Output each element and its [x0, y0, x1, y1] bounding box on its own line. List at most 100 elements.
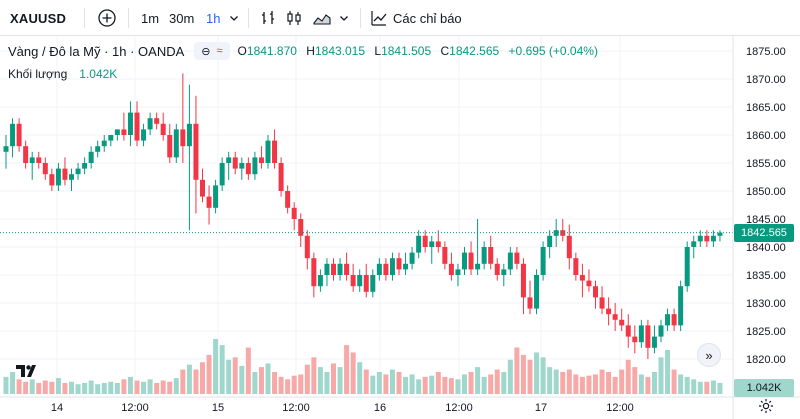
- compare-icon[interactable]: ≈: [214, 45, 226, 57]
- volume-bar: [128, 377, 133, 394]
- candle-body: [23, 146, 28, 163]
- scroll-to-realtime-button[interactable]: »: [697, 343, 721, 367]
- candle-body: [17, 124, 22, 146]
- volume-bar: [108, 382, 113, 394]
- chart-grid: [0, 36, 733, 397]
- candle-body: [691, 241, 696, 247]
- indicators-button[interactable]: Các chỉ báo: [370, 0, 462, 36]
- volume-bar: [449, 378, 454, 394]
- volume-bar: [246, 348, 251, 394]
- interval-1h[interactable]: 1h: [206, 0, 220, 36]
- volume-bar: [49, 382, 54, 394]
- chevron-down-icon[interactable]: [228, 0, 240, 36]
- interval-30m[interactable]: 30m: [169, 0, 194, 36]
- candle-body: [547, 236, 552, 247]
- candle-body: [89, 152, 94, 163]
- toolbar-divider: [360, 8, 361, 28]
- indicators-icon: [370, 9, 388, 27]
- volume-bar: [534, 352, 539, 394]
- chevron-down-icon[interactable]: [338, 0, 350, 36]
- volume-bar: [324, 372, 329, 394]
- candle-body: [606, 309, 611, 315]
- bar-chart-type-icon[interactable]: [259, 0, 277, 36]
- candle-body: [383, 264, 388, 275]
- ohlc-values: O1841.870 H1843.015 L1841.505 C1842.565 …: [238, 44, 604, 58]
- candle-body: [108, 135, 113, 141]
- tradingview-logo[interactable]: [15, 363, 41, 384]
- price-tick-label: 1850.00: [746, 186, 786, 198]
- volume-bar: [626, 360, 631, 394]
- volume-bar: [318, 367, 323, 394]
- volume-bar: [528, 360, 533, 394]
- legend-pill[interactable]: ⊖ ≈: [194, 42, 229, 60]
- area-chart-type-icon[interactable]: [312, 0, 332, 36]
- volume-bar: [76, 384, 81, 394]
- candle-body: [436, 241, 441, 247]
- volume-bar: [600, 370, 605, 394]
- time-tick-label: 17: [535, 402, 547, 414]
- time-tick-label: 12:00: [445, 402, 473, 414]
- candle-body: [292, 208, 297, 219]
- candle-body: [469, 253, 474, 270]
- open-value: 1841.870: [247, 44, 297, 58]
- volume-bar: [645, 377, 650, 394]
- low-value: 1841.505: [381, 44, 431, 58]
- volume-bar: [180, 370, 185, 394]
- volume-bar: [292, 376, 297, 394]
- candle-body: [462, 253, 467, 270]
- volume-bar: [193, 370, 198, 394]
- gear-icon[interactable]: [758, 398, 774, 418]
- volume-bar: [436, 372, 441, 394]
- volume-bar: [102, 383, 107, 394]
- volume-bar: [377, 372, 382, 394]
- candle-chart-type-icon[interactable]: [285, 0, 303, 36]
- volume-label: Khối lượng: [8, 67, 67, 81]
- volume-value: 1.042K: [79, 67, 117, 81]
- volume-bar: [331, 363, 336, 394]
- volume-bar: [560, 372, 565, 394]
- close-value: 1842.565: [449, 44, 499, 58]
- volume-bar: [567, 370, 572, 394]
- volume-bar: [252, 372, 257, 394]
- candle-body: [115, 129, 120, 135]
- candle-body: [10, 124, 15, 146]
- candlesticks: [4, 73, 723, 359]
- candle-body: [266, 141, 271, 163]
- volume-bar: [4, 377, 9, 394]
- volume-bar: [338, 367, 343, 394]
- volume-bar: [226, 360, 231, 394]
- symbol-title[interactable]: Vàng / Đô la Mỹ · 1h · OANDA: [8, 44, 184, 59]
- plus-circle-icon[interactable]: [97, 0, 117, 36]
- price-chart[interactable]: 1875.00 1870.00 1865.00 1860.00 1855.00 1850.…: [0, 36, 800, 419]
- volume-bar: [344, 345, 349, 394]
- open-label: O: [238, 44, 247, 58]
- volume-bar: [272, 372, 277, 394]
- candle-body: [82, 163, 87, 169]
- time-axis: 14 12:00 15 12:00 16 12:00 17 12:00: [51, 402, 634, 414]
- candle-body: [279, 163, 284, 191]
- candle-body: [645, 325, 650, 347]
- indicators-label: Các chỉ báo: [393, 11, 462, 26]
- price-tick-label: 1835.00: [746, 270, 786, 282]
- volume-bar: [148, 379, 153, 394]
- interval-1m[interactable]: 1m: [141, 0, 159, 36]
- symbol-search[interactable]: XAUUSD: [10, 0, 66, 36]
- volume-bar: [135, 381, 140, 394]
- volume-bar: [56, 378, 61, 394]
- candle-body: [711, 236, 716, 242]
- candle-body: [410, 253, 415, 264]
- candle-body: [351, 275, 356, 286]
- volume-bar: [239, 366, 244, 394]
- hide-icon[interactable]: ⊖: [198, 45, 213, 58]
- candle-body: [338, 264, 343, 275]
- candle-body: [43, 163, 48, 174]
- high-label: H: [306, 44, 315, 58]
- candle-body: [180, 129, 185, 146]
- volume-bar: [390, 370, 395, 394]
- candle-body: [69, 174, 74, 180]
- candle-body: [298, 219, 303, 236]
- volume-bar: [482, 377, 487, 394]
- last-price-tag: 1842.565: [734, 224, 794, 242]
- candle-body: [403, 264, 408, 270]
- candle-body: [613, 314, 618, 320]
